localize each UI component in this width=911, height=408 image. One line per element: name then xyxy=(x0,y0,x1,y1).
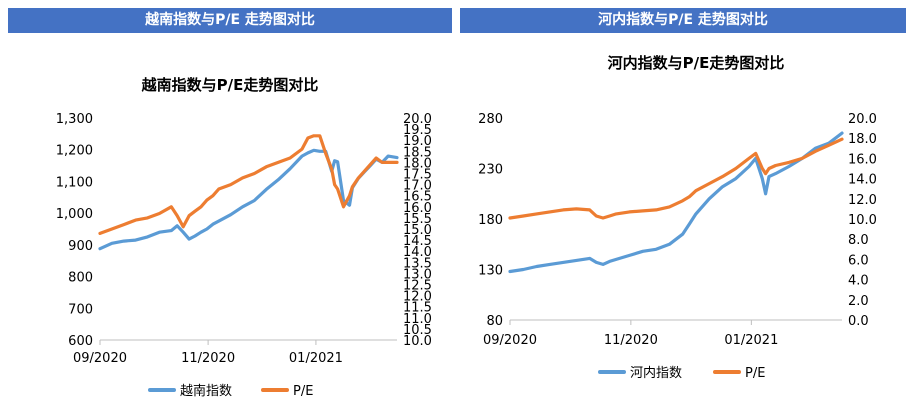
y-left-tick-label: 1,100 xyxy=(56,175,93,190)
header-left: 越南指数与P/E 走势图对比 xyxy=(8,8,452,33)
x-tick-label: 09/2020 xyxy=(483,333,537,348)
x-tick-label: 11/2020 xyxy=(604,333,658,348)
y-right-tick-label: 2.0 xyxy=(848,294,869,309)
y-right-tick-label: 16.0 xyxy=(848,152,877,167)
y-right-tick-label: 15.0 xyxy=(403,223,432,238)
x-tick-label: 01/2021 xyxy=(289,351,343,366)
y-right-tick-label: 19.5 xyxy=(403,123,432,138)
y-left-tick-label: 1,300 xyxy=(56,112,93,127)
y-left-tick-label: 700 xyxy=(68,302,93,317)
y-right-tick-label: 16.5 xyxy=(403,190,432,205)
x-tick-label: 01/2021 xyxy=(724,333,778,348)
y-right-tick-label: 17.5 xyxy=(403,168,432,183)
y-right-tick-label: 19.0 xyxy=(403,134,432,149)
y-right-tick-label: 4.0 xyxy=(848,274,869,289)
y-right-tick-label: 20.0 xyxy=(848,112,877,127)
legend-label: P/E xyxy=(293,384,313,399)
y-right-tick-label: 12.5 xyxy=(403,279,432,294)
y-right-tick-label: 6.0 xyxy=(848,253,869,268)
y-left-tick-label: 180 xyxy=(478,213,503,228)
chart-title: 越南指数与P/E走势图对比 xyxy=(141,76,319,94)
y-left-tick-label: 230 xyxy=(478,163,503,178)
y-right-tick-label: 16.0 xyxy=(403,201,432,216)
series-line-index xyxy=(98,148,399,251)
y-right-tick-label: 14.0 xyxy=(848,173,877,188)
y-right-tick-label: 20.0 xyxy=(403,112,432,127)
y-left-tick-label: 280 xyxy=(478,112,503,127)
y-left-tick-label: 800 xyxy=(68,271,93,286)
y-right-tick-label: 18.0 xyxy=(403,156,432,171)
y-right-tick-label: 13.5 xyxy=(403,256,432,271)
y-right-tick-label: 14.5 xyxy=(403,234,432,249)
y-left-tick-label: 80 xyxy=(486,314,503,329)
y-left-tick-label: 130 xyxy=(478,264,503,279)
chart-title: 河内指数与P/E走势图对比 xyxy=(608,54,785,72)
legend-label: 越南指数 xyxy=(180,383,232,399)
y-left-tick-label: 1,200 xyxy=(56,144,93,159)
legend-label: P/E xyxy=(745,366,765,381)
y-right-tick-label: 10.0 xyxy=(848,213,877,228)
y-right-tick-label: 8.0 xyxy=(848,233,869,248)
y-right-tick-label: 15.5 xyxy=(403,212,432,227)
series-line-index xyxy=(508,131,844,274)
y-right-tick-label: 17.0 xyxy=(403,179,432,194)
series-line-pe xyxy=(508,137,844,220)
header-right: 河内指数与P/E 走势图对比 xyxy=(460,8,906,33)
y-right-tick-label: 12.0 xyxy=(848,193,877,208)
y-right-tick-label: 10.5 xyxy=(403,323,432,338)
y-right-tick-label: 10.0 xyxy=(403,334,432,349)
y-right-tick-label: 14.0 xyxy=(403,245,432,260)
x-tick-label: 09/2020 xyxy=(73,351,127,366)
y-left-tick-label: 600 xyxy=(68,334,93,349)
y-right-tick-label: 11.0 xyxy=(403,312,432,327)
legend-label: 河内指数 xyxy=(630,365,682,381)
y-right-tick-label: 0.0 xyxy=(848,314,869,329)
y-right-tick-label: 11.5 xyxy=(403,301,432,316)
y-left-tick-label: 1,000 xyxy=(56,207,93,222)
series-line-pe xyxy=(98,134,399,235)
y-left-tick-label: 900 xyxy=(68,239,93,254)
x-tick-label: 11/2020 xyxy=(181,351,235,366)
y-right-tick-label: 18.0 xyxy=(848,132,877,147)
y-right-tick-label: 13.0 xyxy=(403,267,432,282)
y-right-tick-label: 12.0 xyxy=(403,290,432,305)
y-right-tick-label: 18.5 xyxy=(403,145,432,160)
